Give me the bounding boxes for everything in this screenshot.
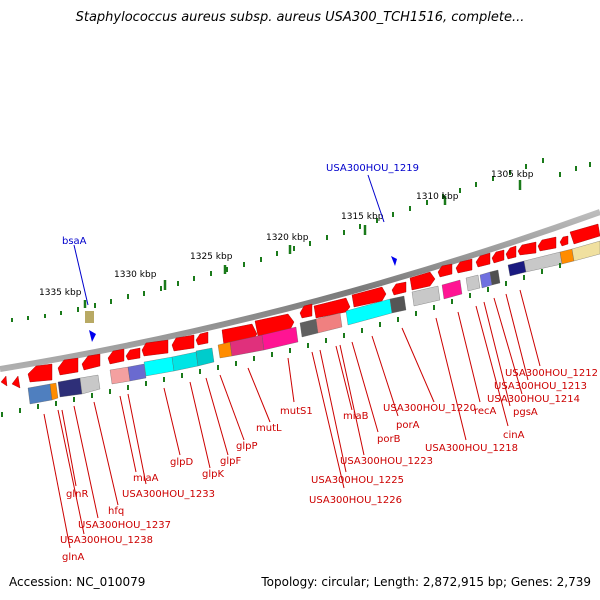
gene-label: USA300HOU_1225 [311, 475, 404, 486]
ruler-major-ticks [83, 180, 522, 308]
gene-label: pgsA [513, 407, 538, 418]
ruler-label: 1315 kbp [341, 212, 384, 222]
summary-text: Topology: circular; Length: 2,872,915 bp… [261, 575, 591, 589]
ruler-label: 1305 kbp [491, 170, 534, 180]
ruler-label: 1335 kbp [39, 288, 82, 298]
gene-label: mutL [256, 423, 282, 434]
gene-label: USA300HOU_1213 [494, 381, 587, 392]
gene-label: USA300HOU_1220 [383, 403, 476, 414]
gene-leaders [43, 289, 541, 549]
ruler-label: 1320 kbp [266, 233, 309, 243]
gene-label: miaB [343, 411, 369, 422]
gene-label: USA300HOU_1226 [309, 495, 402, 506]
gene-label: glpF [220, 456, 241, 467]
gene-label: USA300HOU_1233 [122, 489, 215, 500]
ruler-ticks [11, 158, 591, 322]
feature-boxes [27, 240, 600, 405]
gene-arrows-reverse [0, 235, 569, 389]
gene-label: glpP [236, 441, 258, 452]
bsaA-marker [89, 330, 96, 342]
gene-label: porB [377, 434, 401, 445]
inner-ruler-ticks [1, 263, 561, 417]
gene-arrows-forward [221, 223, 600, 347]
feature-leaders [73, 174, 385, 306]
gene-label: USA300HOU_1238 [60, 535, 153, 546]
gene-label: glnR [66, 489, 88, 500]
gene-label: USA300HOU_1218 [425, 443, 518, 454]
map-title: Staphylococcus aureus subsp. aureus USA3… [75, 10, 525, 25]
gene-label: USA300HOU_1223 [340, 456, 433, 467]
usa300hou-1219-marker [391, 256, 397, 266]
feature-label: USA300HOU_1219 [326, 163, 419, 174]
bsaA-feature [85, 311, 94, 323]
gene-label: USA300HOU_1214 [487, 394, 580, 405]
ruler-label: 1310 kbp [416, 192, 459, 202]
gene-label: USA300HOU_1212 [505, 368, 598, 379]
gene-label: cinA [503, 430, 525, 441]
gene-label: glnA [62, 552, 84, 563]
accession-text: Accession: NC_010079 [9, 575, 146, 589]
gene-label: porA [396, 420, 420, 431]
gene-label: hfq [108, 506, 124, 517]
gene-label: mutS1 [280, 406, 313, 417]
gene-label: glpK [202, 469, 224, 480]
ruler-label: 1325 kbp [190, 252, 233, 262]
ruler-label: 1330 kbp [114, 270, 157, 280]
gene-label: recA [474, 406, 497, 417]
genome-backbone [0, 209, 600, 372]
gene-label: glpD [170, 457, 193, 468]
gene-label: miaA [133, 473, 159, 484]
gene-label: USA300HOU_1237 [78, 520, 171, 531]
feature-label: bsaA [62, 236, 87, 247]
